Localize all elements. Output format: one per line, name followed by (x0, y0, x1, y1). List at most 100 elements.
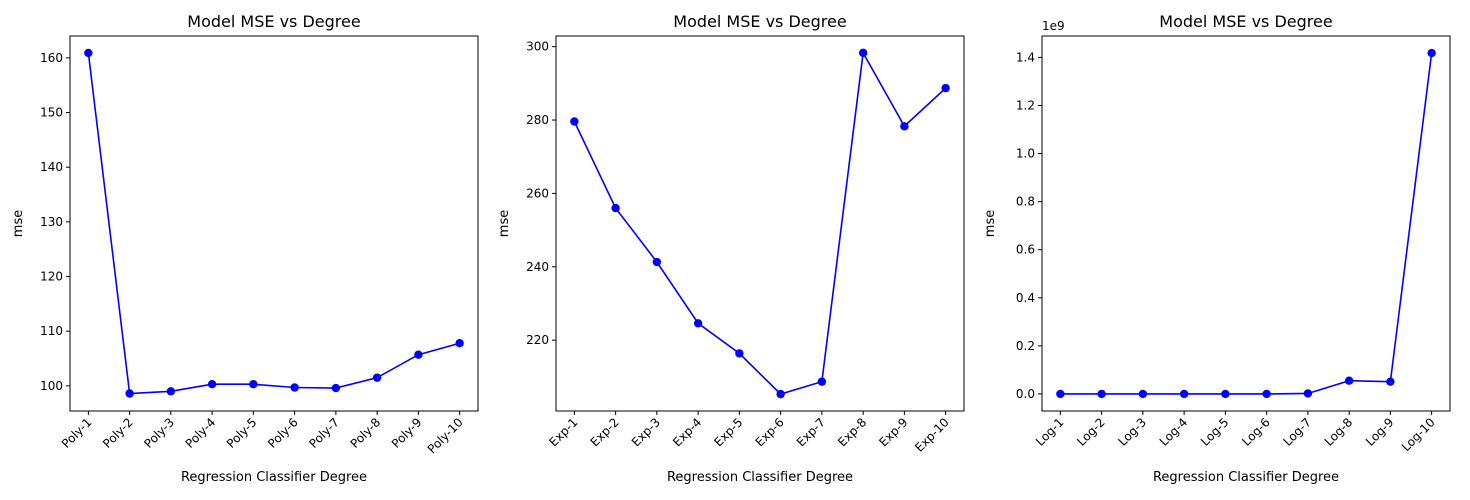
data-point (941, 83, 950, 93)
data-point (166, 387, 176, 396)
y-tick-label: 1.2 (1016, 98, 1035, 112)
data-point (414, 350, 423, 359)
y-tick-label: 1.0 (1016, 147, 1035, 161)
x-tick-label: Log-4 (1157, 415, 1191, 449)
x-tick-label: Poly-3 (141, 415, 177, 451)
y-tick-label: 280 (526, 113, 549, 127)
x-tick-label: Poly-7 (306, 415, 342, 451)
series-line (573, 50, 947, 396)
x-tick-label: Log-5 (1198, 415, 1232, 449)
x-tick-label: Exp-5 (711, 415, 745, 449)
data-point (125, 389, 134, 398)
data-point (1344, 376, 1354, 385)
y-tick-label: 0.4 (1016, 291, 1035, 305)
x-axis-label: Regression Classifier Degree (181, 470, 367, 485)
y-tick-label: 100 (40, 379, 63, 393)
y-tick-label: 300 (526, 40, 549, 54)
x-axis-label: Regression Classifier Degree (1153, 470, 1339, 485)
x-axis-label: Regression Classifier Degree (667, 470, 853, 485)
data-point (570, 117, 579, 126)
x-tick-label: Log-3 (1115, 415, 1149, 449)
x-tick-label: Exp-6 (753, 415, 787, 449)
data-point (290, 383, 299, 392)
chart-panel-3: Model MSE vs Degree 0.0 0.2 0.4 0.6 0.8 1.0 1.2… (983, 12, 1451, 485)
x-tick-label: Exp-4 (670, 415, 704, 449)
y-tick-label: 0.2 (1016, 339, 1035, 353)
data-point (1179, 389, 1189, 399)
x-tick-label: Log-7 (1280, 415, 1314, 449)
plot-frame (69, 35, 479, 412)
x-tick-label: Log-6 (1239, 415, 1273, 449)
chart-title: Model MSE vs Degree (187, 12, 360, 31)
data-point (776, 389, 785, 399)
y-tick-label: 240 (526, 260, 549, 274)
data-point (331, 383, 341, 393)
x-tick-label: Exp-9 (876, 415, 910, 449)
data-point (1303, 389, 1313, 398)
data-point (652, 257, 662, 267)
plot-frame (1041, 35, 1451, 412)
x-tick-label: Log-8 (1322, 415, 1356, 449)
x-tick-label: Exp-1 (546, 415, 580, 449)
data-point (207, 380, 217, 389)
y-axis-label: mse (497, 210, 512, 237)
x-tick-label: Poly-4 (183, 415, 219, 451)
data-point (900, 122, 909, 131)
y-tick-label: 260 (526, 186, 549, 200)
data-point (1262, 389, 1271, 399)
data-point (611, 203, 620, 213)
x-tick-label: Exp-10 (912, 415, 952, 455)
x-tick-label: Log-1 (1033, 415, 1067, 449)
x-tick-label: Exp-2 (588, 415, 622, 449)
y-tick-label: 120 (40, 270, 63, 284)
x-tick-label: Exp-8 (835, 415, 869, 449)
data-point (1056, 389, 1065, 399)
y-tick-label: 0.8 (1016, 195, 1035, 209)
data-point (858, 48, 868, 58)
data-point (84, 48, 93, 58)
x-tick-label: Poly-5 (224, 415, 260, 451)
x-tick-label: Exp-7 (794, 415, 828, 449)
y-tick-label: 220 (526, 333, 549, 347)
x-tick-label: Poly-9 (389, 415, 425, 451)
y-tick-label: 1.4 (1016, 50, 1035, 64)
data-point (817, 377, 827, 386)
x-tick-label: Poly-1 (59, 415, 95, 451)
chart-title: Model MSE vs Degree (1159, 12, 1332, 31)
y-tick-label: 160 (40, 51, 63, 65)
data-point (1386, 377, 1395, 386)
x-tick-label: Log-10 (1399, 415, 1438, 454)
series-line (87, 52, 460, 395)
data-point (1427, 48, 1436, 58)
plot-frame (555, 35, 965, 412)
x-tick-label: Poly-10 (425, 415, 466, 456)
data-point (735, 349, 744, 358)
x-tick-label: Poly-2 (100, 415, 136, 451)
y-tick-label: 0.6 (1016, 243, 1035, 257)
y-tick-label: 140 (40, 160, 63, 174)
y-tick-label: 110 (40, 324, 63, 338)
x-tick-label: Exp-3 (629, 415, 663, 449)
data-point (372, 373, 382, 382)
x-tick-label: Log-9 (1363, 415, 1397, 449)
data-point (1097, 389, 1106, 399)
x-tick-label: Poly-6 (265, 415, 301, 451)
y-tick-label: 130 (40, 215, 63, 229)
y-axis-label: mse (11, 210, 26, 237)
series-line (1060, 52, 1433, 395)
data-point (455, 339, 464, 348)
y-axis-offset: 1e9 (1042, 19, 1065, 33)
chart-panel-1: Model MSE vs Degree 100 110 120 130 140 150 160… (11, 12, 479, 485)
data-point (249, 380, 258, 389)
y-tick-label: 150 (40, 106, 63, 120)
x-tick-label: Poly-8 (348, 415, 384, 451)
data-point (693, 319, 703, 328)
x-tick-label: Log-2 (1074, 415, 1108, 449)
data-point (1221, 389, 1230, 399)
y-tick-label: 0.0 (1016, 387, 1035, 401)
y-axis-label: mse (983, 210, 998, 237)
chart-title: Model MSE vs Degree (673, 12, 846, 31)
data-point (1138, 389, 1148, 399)
